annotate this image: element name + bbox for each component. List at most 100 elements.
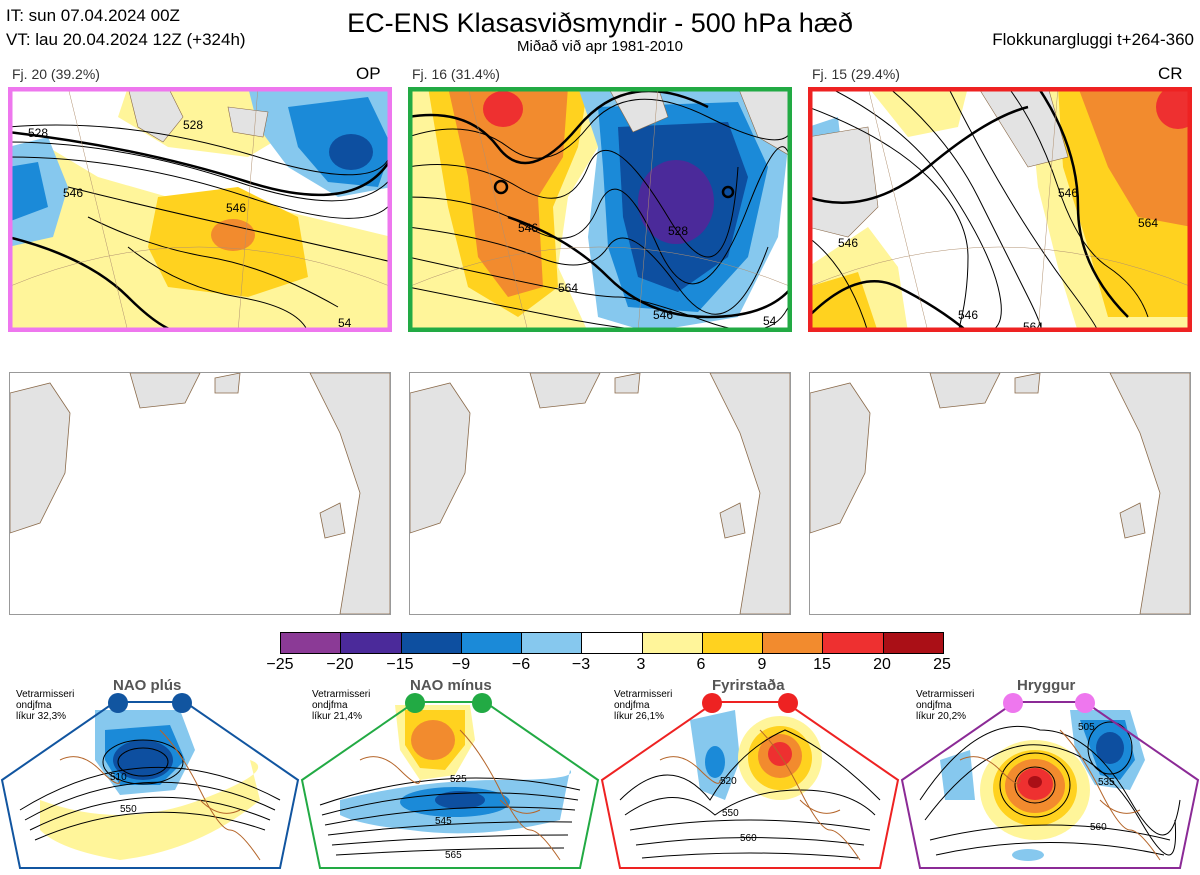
regime-4-contour-label-1: 505 bbox=[1078, 722, 1095, 733]
regime-4-title: Hryggur bbox=[1017, 677, 1076, 694]
regime-2-title: NAO mínus bbox=[410, 677, 492, 694]
panel-3-map: 546 546 564 546 564 bbox=[808, 87, 1192, 332]
regime-2-dot-left bbox=[405, 693, 425, 713]
regime-3-text: Vetrarmisseri ondjfma líkur 26,1% bbox=[614, 689, 673, 722]
panel-1-frame bbox=[8, 87, 392, 332]
colorbar bbox=[280, 632, 944, 654]
colorbar-tick: 6 bbox=[696, 656, 706, 673]
panel-1-contour-label-4: 546 bbox=[226, 201, 246, 215]
colorbar-tick: 3 bbox=[636, 656, 646, 673]
panel-1-contour-label-1: 528 bbox=[28, 126, 48, 140]
panel-2-frame bbox=[408, 87, 792, 332]
regime-3-map-svg: 520 550 560 bbox=[600, 701, 900, 869]
classification-window: Flokkunargluggi t+264-360 bbox=[992, 30, 1194, 49]
regime-1-contour-label-1: 510 bbox=[110, 772, 127, 783]
colorbar-tick: 25 bbox=[933, 656, 951, 673]
regime-3-frame bbox=[600, 701, 900, 869]
regime-3-map: 520 550 560 bbox=[600, 690, 900, 870]
panel-2-contour-label-4: 546 bbox=[653, 308, 673, 322]
regime-1-title: NAO plús bbox=[113, 677, 182, 694]
colorbar-tick: −6 bbox=[511, 656, 531, 673]
colorbar-cell bbox=[281, 633, 342, 653]
blank-map-2 bbox=[409, 372, 791, 615]
blank-map-3-svg bbox=[810, 373, 1190, 614]
panel-2-label: Fj. 16 (31.4%) bbox=[412, 66, 500, 82]
regime-1-map-svg: 510 550 bbox=[0, 701, 300, 869]
regime-4-map: 505 535 560 bbox=[900, 690, 1200, 870]
panel-3-contour-label-4: 546 bbox=[958, 308, 978, 322]
regime-4-text: Vetrarmisseri ondjfma líkur 20,2% bbox=[916, 689, 975, 722]
blank-map-3 bbox=[809, 372, 1191, 615]
colorbar-tick: −3 bbox=[571, 656, 591, 673]
colorbar-cell bbox=[642, 633, 703, 653]
blank-map-2-svg bbox=[410, 373, 790, 614]
panel-2-contour-label-1: 546 bbox=[518, 221, 538, 235]
regime-2-text: Vetrarmisseri ondjfma líkur 21,4% bbox=[312, 689, 371, 722]
colorbar-tick: 20 bbox=[873, 656, 891, 673]
panel-3-map-svg: 546 546 564 546 564 bbox=[808, 87, 1192, 332]
panel-2-contour-label-5: 54 bbox=[763, 314, 777, 328]
page-title: EC-ENS Klasasviðsmyndir - 500 hPa hæð bbox=[347, 8, 853, 38]
panel-1-contour-label-2: 546 bbox=[63, 186, 83, 200]
panel-3-tag: CR bbox=[1158, 64, 1183, 83]
regime-1-text: Vetrarmisseri ondjfma líkur 32,3% bbox=[16, 689, 75, 722]
regime-4-contour-label-2: 535 bbox=[1098, 777, 1115, 788]
colorbar-tick: −25 bbox=[266, 656, 294, 673]
regime-4-contour-label-3: 560 bbox=[1090, 822, 1107, 833]
panel-3-contour-label-3: 564 bbox=[1138, 216, 1158, 230]
colorbar-tick: −9 bbox=[451, 656, 471, 673]
regime-3-dot-right bbox=[778, 693, 798, 713]
blank-map-1-svg bbox=[10, 373, 390, 614]
panel-2-map: 546 528 564 546 54 bbox=[408, 87, 792, 332]
regime-2-map-svg: 525 545 565 bbox=[300, 701, 600, 869]
regime-1-contour-label-2: 550 bbox=[120, 804, 137, 815]
regime-3-contour-label-2: 550 bbox=[722, 808, 739, 819]
colorbar-tick: −15 bbox=[386, 656, 414, 673]
regime-4-dot-left bbox=[1003, 693, 1023, 713]
panel-2-map-svg: 546 528 564 546 54 bbox=[408, 87, 792, 332]
colorbar-cell bbox=[522, 633, 583, 653]
panel-1-map-svg: 528 546 528 546 54 bbox=[8, 87, 392, 332]
regime-1-dot-right bbox=[172, 693, 192, 713]
regime-3-contour-label-3: 560 bbox=[740, 833, 757, 844]
regime-3-contour-label-1: 520 bbox=[720, 776, 737, 787]
panel-3-label: Fj. 15 (29.4%) bbox=[812, 66, 900, 82]
colorbar-cell bbox=[461, 633, 523, 653]
panel-1-map: 528 546 528 546 54 bbox=[8, 87, 392, 332]
panel-1-label: Fj. 20 (39.2%) bbox=[12, 66, 100, 82]
colorbar-cell bbox=[401, 633, 462, 653]
colorbar-cell bbox=[582, 633, 643, 653]
page-subtitle: Miðað við apr 1981-2010 bbox=[517, 38, 683, 55]
regime-1-map: 510 550 bbox=[0, 690, 300, 870]
colorbar-cell bbox=[763, 633, 824, 653]
colorbar-cell bbox=[341, 633, 402, 653]
colorbar-cell bbox=[883, 633, 943, 653]
regime-2-contour-label-3: 565 bbox=[445, 850, 462, 861]
panel-1-tag: OP bbox=[356, 64, 381, 83]
panel-2-contour-label-2: 528 bbox=[668, 224, 688, 238]
blank-map-1 bbox=[9, 372, 391, 615]
regime-2-frame bbox=[300, 701, 600, 869]
regime-2-contour-label-1: 525 bbox=[450, 774, 467, 785]
colorbar-tick: 15 bbox=[813, 656, 831, 673]
regime-2-map: 525 545 565 bbox=[300, 690, 600, 870]
regime-3-title: Fyrirstaða bbox=[712, 677, 785, 694]
regime-1-dot-left bbox=[108, 693, 128, 713]
panel-1-contour-label-5: 54 bbox=[338, 316, 352, 330]
regime-4-frame bbox=[900, 701, 1200, 869]
regime-4-dot-right bbox=[1075, 693, 1095, 713]
colorbar-tick: 9 bbox=[757, 656, 767, 673]
panel-2-contour-label-3: 564 bbox=[558, 281, 578, 295]
panel-3-frame bbox=[808, 87, 1192, 332]
panel-3-contour-label-2: 546 bbox=[1058, 186, 1078, 200]
init-time: IT: sun 07.04.2024 00Z bbox=[6, 6, 180, 25]
regime-2-contour-label-2: 545 bbox=[435, 816, 452, 827]
regime-2-dot-right bbox=[472, 693, 492, 713]
regime-3-dot-left bbox=[702, 693, 722, 713]
panel-1-contour-label-3: 528 bbox=[183, 118, 203, 132]
valid-time: VT: lau 20.04.2024 12Z (+324h) bbox=[6, 30, 246, 49]
colorbar-cell bbox=[823, 633, 884, 653]
panel-3-contour-label-1: 546 bbox=[838, 236, 858, 250]
regime-4-map-svg: 505 535 560 bbox=[900, 701, 1200, 869]
colorbar-cell bbox=[702, 633, 764, 653]
